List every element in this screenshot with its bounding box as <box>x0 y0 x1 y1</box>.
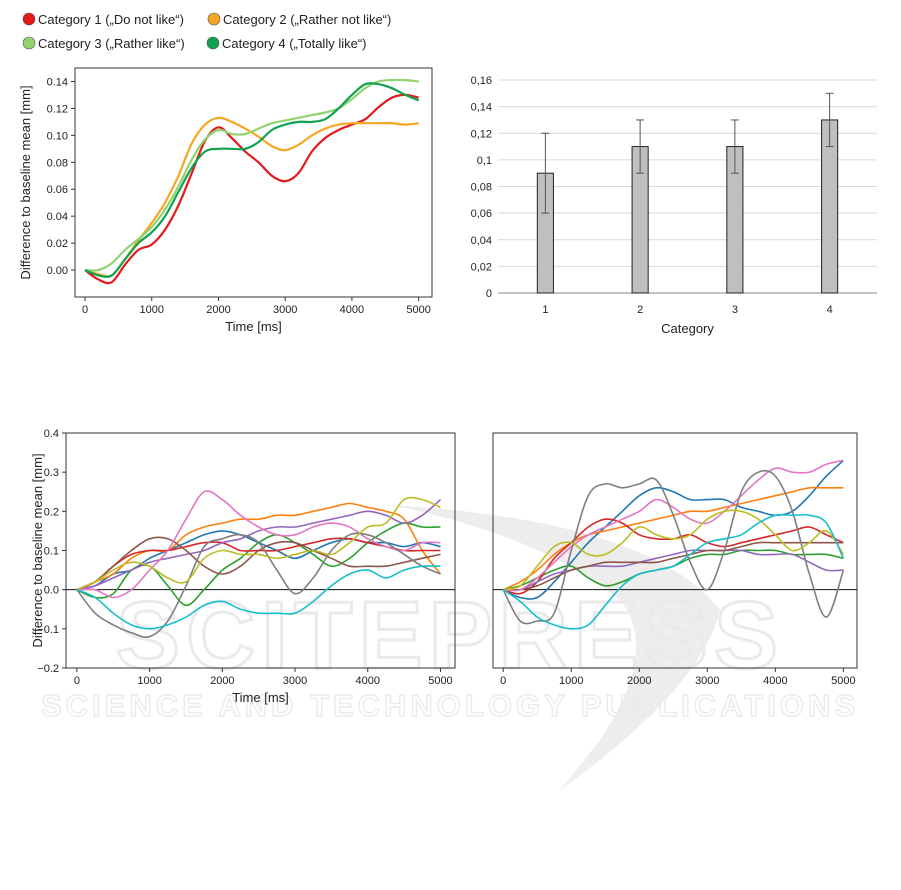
series-line-5 <box>76 498 442 591</box>
x-tick-label: 4000 <box>340 304 364 316</box>
y-tick-label: 0.2 <box>44 506 59 518</box>
y-tick-label: −0.1 <box>37 624 59 636</box>
x-axis-label: Time [ms] <box>232 690 289 705</box>
y-axis-label: Difference to baseline mean [mm] <box>30 453 45 647</box>
x-tick-label: 4000 <box>356 675 380 687</box>
series-line-6 <box>503 541 844 591</box>
x-tick-label: 5000 <box>428 675 452 687</box>
series-line-10 <box>502 513 845 630</box>
x-tick-label: 1000 <box>137 675 161 687</box>
series-line-9 <box>503 509 845 591</box>
y-tick-label: 0,02 <box>471 261 492 273</box>
x-tick-label: 1 <box>542 304 548 316</box>
series-line-2 <box>76 502 442 591</box>
series-line-6 <box>76 536 441 591</box>
x-tick-label: 5000 <box>406 304 430 316</box>
y-tick-label: 0.0 <box>44 585 59 597</box>
watermark-title: SCITEPRESS <box>116 582 784 689</box>
individual-traces-line-chart-right: 0 1000 2000 3000 4000 5000 <box>492 432 858 687</box>
y-tick-label: −0.2 <box>37 663 59 675</box>
legend-label-category-1: Category 1 („Do not like“) <box>38 12 184 27</box>
series-line-3 <box>84 78 419 272</box>
x-tick-label: 3 <box>732 304 738 316</box>
series-line-1 <box>502 459 844 600</box>
x-tick-label: 4000 <box>763 675 787 687</box>
legend-label-category-3: Category 3 („Rather like“) <box>38 36 185 51</box>
series-line-1 <box>84 93 419 285</box>
individual-traces-line-chart-left: 0 1000 2000 3000 4000 5000 −0.2 −0.1 0.0 0.1 0.2 0.… <box>30 428 456 705</box>
category-bar-chart: 0 0,02 0,04 0,06 0,08 0,1 0,12 0,14 0,16 1 2 3 4 Cate… <box>471 75 877 336</box>
y-axis-label: Difference to baseline mean [mm] <box>18 85 33 279</box>
x-tick-label: 2000 <box>210 675 234 687</box>
plot-frame <box>492 432 858 669</box>
y-tick-label: 0.10 <box>47 130 68 142</box>
y-tick-label: 0,08 <box>471 182 492 194</box>
legend-marker-category-4 <box>206 36 220 50</box>
watermark-subtitle: SCIENCE AND TECHNOLOGY PUBLICATIONS <box>41 688 859 723</box>
x-tick-label: 0 <box>74 675 80 687</box>
y-tick-label: 0.02 <box>47 238 68 250</box>
x-tick-label: 0 <box>82 304 88 316</box>
x-axis-label: Time [ms] <box>225 319 282 334</box>
y-tick-label: 0.00 <box>47 265 68 277</box>
y-tick-label: 0.06 <box>47 184 68 196</box>
x-tick-label: 4 <box>827 304 833 316</box>
category-means-line-chart: 0 1000 2000 3000 4000 5000 0.00 0.02 0.04 0.06 0.0… <box>18 67 433 334</box>
y-tick-label: 0.4 <box>44 428 59 440</box>
legend-label-category-2: Category 2 („Rather not like“) <box>223 12 391 27</box>
series-line-1 <box>76 530 441 591</box>
y-tick-label: 0.1 <box>44 546 59 558</box>
legend-marker-category-3 <box>22 36 36 50</box>
y-tick-label: 0.08 <box>47 157 68 169</box>
y-tick-label: 0.14 <box>47 76 68 88</box>
x-tick-label: 3000 <box>283 675 307 687</box>
legend: Category 1 („Do not like“) Category 2 („… <box>22 12 391 51</box>
x-tick-label: 1000 <box>559 675 583 687</box>
series-line-7 <box>76 490 441 599</box>
x-tick-label: 3000 <box>273 304 297 316</box>
y-tick-label: 0,06 <box>471 208 492 220</box>
y-tick-label: 0,16 <box>471 75 492 87</box>
y-tick-label: 0.12 <box>47 103 68 115</box>
y-tick-label: 0,04 <box>471 235 492 247</box>
y-tick-label: 0,1 <box>477 155 492 167</box>
series-line-8 <box>502 469 845 625</box>
x-tick-label: 2 <box>637 304 643 316</box>
y-tick-label: 0,14 <box>471 102 492 114</box>
series-line-8 <box>76 532 441 638</box>
series-line-9 <box>76 496 441 591</box>
y-tick-label: 0.3 <box>44 467 59 479</box>
series-line-7 <box>503 459 844 592</box>
x-axis-label: Category <box>661 321 714 336</box>
series-line-10 <box>76 565 441 630</box>
x-tick-label: 2000 <box>206 304 230 316</box>
legend-marker-category-1 <box>22 12 36 26</box>
y-tick-label: 0,12 <box>471 128 492 140</box>
watermark: SCITEPRESS SCIENCE AND TECHNOLOGY PUBLIC… <box>40 505 859 790</box>
watermark-swoosh <box>390 505 720 790</box>
x-tick-label: 2000 <box>627 675 651 687</box>
legend-marker-category-2 <box>207 12 221 26</box>
series-line-5 <box>503 549 844 592</box>
series-line-4 <box>84 82 420 278</box>
x-tick-label: 3000 <box>695 675 719 687</box>
x-tick-label: 0 <box>500 675 506 687</box>
legend-label-category-4: Category 4 („Totally like“) <box>222 36 367 51</box>
plot-frame <box>74 67 433 298</box>
y-tick-label: 0.04 <box>47 211 68 223</box>
x-tick-label: 5000 <box>831 675 855 687</box>
y-tick-label: 0 <box>486 288 492 300</box>
x-tick-label: 1000 <box>139 304 163 316</box>
